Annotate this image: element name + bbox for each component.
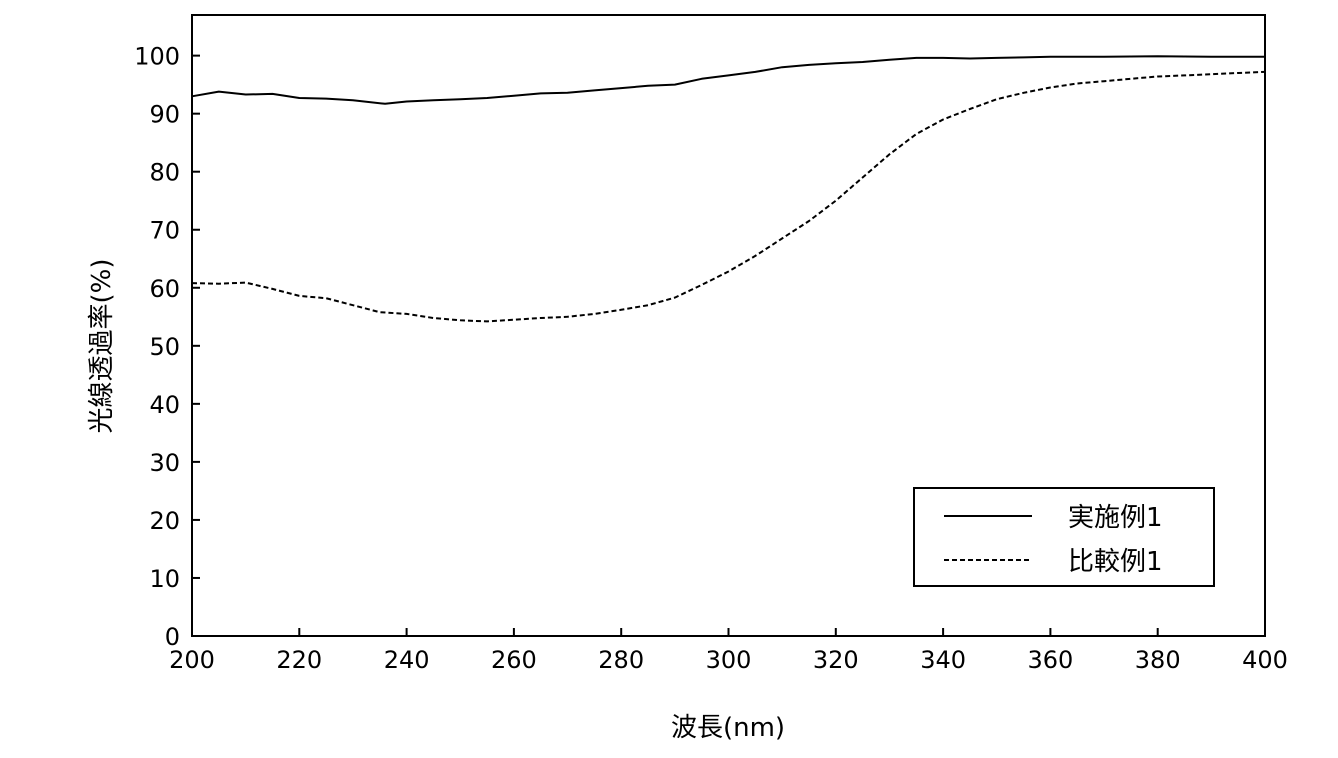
legend-label-jisshirei1: 実施例1 — [1068, 503, 1163, 533]
legend: 実施例1 比較例1 — [914, 488, 1214, 586]
x-tick-label: 300 — [706, 646, 752, 674]
y-axis-title: 光線透過率(%) — [87, 259, 117, 434]
y-tick-label: 0 — [165, 623, 180, 651]
series-line-hikakurei1 — [192, 72, 1265, 322]
y-tick-label: 50 — [149, 333, 180, 361]
x-tick-label: 360 — [1027, 646, 1073, 674]
y-tick-label: 100 — [134, 43, 180, 71]
y-axis-ticks: 0 10 20 30 40 50 60 70 80 90 100 — [134, 43, 200, 651]
x-tick-label: 220 — [276, 646, 322, 674]
x-tick-label: 320 — [813, 646, 859, 674]
x-tick-label: 400 — [1242, 646, 1288, 674]
x-axis-ticks: 200220240260280300320340360380400 — [169, 628, 1288, 674]
y-tick-label: 90 — [149, 101, 180, 129]
x-tick-label: 340 — [920, 646, 966, 674]
y-tick-label: 10 — [149, 565, 180, 593]
legend-box — [914, 488, 1214, 586]
x-tick-label: 240 — [384, 646, 430, 674]
y-tick-label: 60 — [149, 275, 180, 303]
series-line-jisshirei1 — [192, 56, 1265, 104]
y-tick-label: 40 — [149, 391, 180, 419]
y-tick-label: 80 — [149, 159, 180, 187]
y-tick-label: 70 — [149, 217, 180, 245]
y-tick-label: 30 — [149, 449, 180, 477]
x-tick-label: 380 — [1135, 646, 1181, 674]
legend-label-hikakurei1: 比較例1 — [1068, 547, 1163, 577]
x-axis-title: 波長(nm) — [671, 713, 785, 743]
x-tick-label: 260 — [491, 646, 537, 674]
y-tick-label: 20 — [149, 507, 180, 535]
series-layer — [192, 56, 1265, 321]
x-tick-label: 280 — [598, 646, 644, 674]
